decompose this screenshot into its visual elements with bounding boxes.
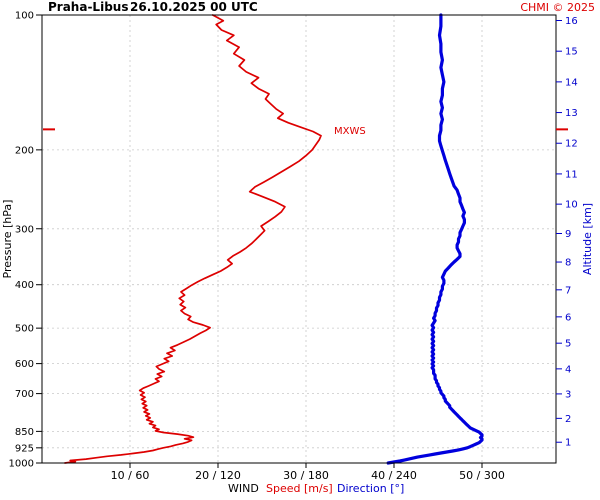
altitude-tick-label: 9 [565, 229, 571, 240]
x-axis-title-direction: Direction [°] [337, 482, 404, 495]
x-axis-tick-label: 30 / 180 [283, 469, 329, 482]
altitude-tick-label: 4 [565, 364, 571, 375]
chart-title-datetime: 26.10.2025 00 UTC [130, 0, 258, 14]
wind-speed-line [64, 14, 322, 464]
pressure-tick-label: 1000 [9, 459, 34, 470]
x-axis-tick-label: 10 / 60 [111, 469, 150, 482]
copyright-text: CHMI © 2025 [520, 1, 595, 14]
wind-direction-line [386, 13, 484, 465]
plot-border [41, 14, 557, 464]
altitude-tick-label: 10 [565, 200, 578, 211]
altitude-tick-label: 12 [565, 139, 578, 150]
pressure-tick-label: 200 [15, 145, 34, 156]
mxws-label: MXWS [334, 126, 366, 137]
plot-frame [41, 14, 557, 464]
pressure-axis-label: Pressure [hPa] [1, 200, 14, 279]
pressure-tick-label: 925 [15, 443, 34, 454]
altitude-tick-label: 16 [565, 16, 578, 27]
grid-lines [42, 15, 556, 463]
x-axis-title-wind: WIND [228, 482, 259, 495]
altitude-tick-label: 15 [565, 47, 578, 58]
altitude-tick-label: 2 [565, 414, 571, 425]
altitude-tick-label: 1 [565, 438, 571, 449]
altitude-tick-label: 5 [565, 339, 571, 350]
pressure-tick-label: 500 [15, 324, 34, 335]
pressure-tick-label: 850 [15, 427, 34, 438]
x-axis-title-speed: Speed [m/s] [266, 482, 333, 495]
altitude-tick-label: 8 [565, 258, 571, 269]
altitude-tick-label: 13 [565, 108, 578, 119]
x-axis-tick-label: 50 / 300 [459, 469, 505, 482]
axis-ticks: 1002003004005006007008509251000123456789… [9, 11, 578, 483]
pressure-tick-label: 400 [15, 280, 34, 291]
altitude-axis-label: Altitude [km] [581, 203, 594, 275]
altitude-tick-label: 7 [565, 285, 571, 296]
pressure-tick-label: 300 [15, 224, 34, 235]
data-series [64, 13, 484, 465]
chart-title-station: Praha-Libus [48, 0, 128, 14]
altitude-tick-label: 11 [565, 169, 578, 180]
altitude-tick-label: 3 [565, 389, 571, 400]
x-axis-tick-label: 40 / 240 [371, 469, 417, 482]
x-axis-tick-label: 20 / 120 [195, 469, 241, 482]
pressure-tick-label: 700 [15, 389, 34, 400]
altitude-tick-label: 14 [565, 77, 578, 88]
pressure-tick-label: 600 [15, 359, 34, 370]
altitude-tick-label: 6 [565, 312, 571, 323]
pressure-tick-label: 100 [15, 11, 34, 22]
